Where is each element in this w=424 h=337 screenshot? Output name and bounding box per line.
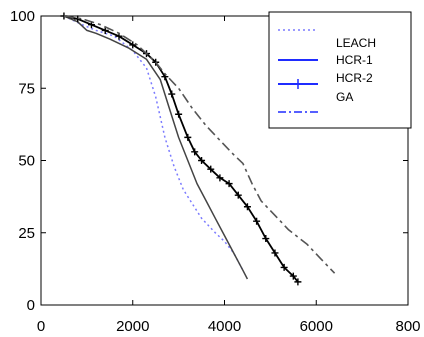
legend-box [268, 11, 412, 129]
series-layer [60, 12, 336, 286]
y-tick-label: 50 [18, 153, 35, 170]
series-marker-hcr-2 [216, 174, 224, 182]
y-tick-label: 0 [27, 297, 35, 314]
series-marker-hcr-2 [243, 203, 251, 211]
legend-label-ga: GA [336, 90, 353, 104]
legend-label-hcr-1: HCR-1 [336, 53, 373, 67]
series-marker-hcr-2 [271, 249, 279, 257]
legend-label-leach: LEACH [336, 36, 376, 50]
x-tick-label: 6000 [300, 318, 333, 335]
series-marker-hcr-2 [253, 217, 261, 225]
series-marker-hcr-2 [129, 41, 137, 49]
y-tick-label: 100 [10, 8, 35, 25]
series-marker-hcr-2 [280, 263, 288, 271]
x-tick-label: 4000 [208, 318, 241, 335]
series-marker-hcr-2 [184, 133, 192, 141]
series-marker-hcr-2 [289, 272, 297, 280]
y-tick-label: 25 [18, 225, 35, 242]
series-marker-hcr-2 [294, 278, 302, 286]
legend-label-hcr-2: HCR-2 [336, 71, 373, 85]
x-tick-label: 800 [395, 318, 420, 335]
series-marker-hcr-2 [207, 165, 215, 173]
series-marker-hcr-2 [168, 90, 176, 98]
series-line-leach [63, 15, 244, 271]
series-line-ga [63, 15, 336, 274]
series-marker-hcr-2 [262, 235, 270, 243]
series-marker-hcr-2 [175, 110, 183, 118]
series-line-hcr-1 [63, 15, 249, 280]
legend-marker-hcr-2 [293, 79, 303, 89]
series-marker-hcr-2 [225, 180, 233, 188]
legend: LEACH HCR-1 HCR-2 GA [268, 11, 412, 129]
x-tick-label: 2000 [116, 318, 149, 335]
series-marker-hcr-2 [101, 26, 109, 34]
series-marker-hcr-2 [198, 157, 206, 164]
series-marker-hcr-2 [234, 191, 242, 199]
y-tick-label: 75 [18, 80, 35, 97]
series-marker-hcr-2 [191, 148, 199, 156]
x-tick-label: 0 [37, 318, 45, 335]
